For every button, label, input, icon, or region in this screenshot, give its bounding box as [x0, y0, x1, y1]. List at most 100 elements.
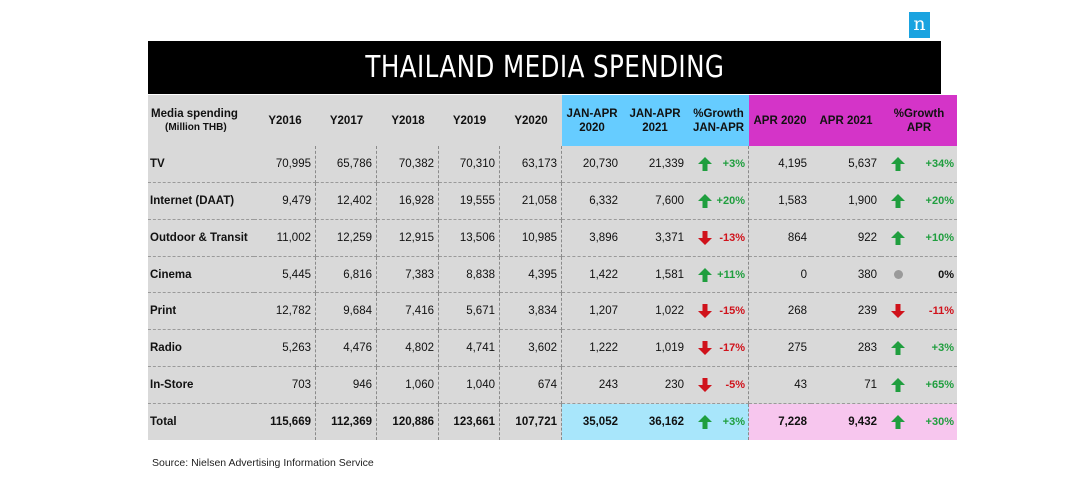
arrow-up-icon — [891, 194, 905, 208]
cell-growth-apr: +30% — [881, 404, 957, 440]
growth-value: 0% — [938, 268, 954, 281]
cell-y2020: 674 — [500, 367, 562, 404]
row-label: Cinema — [148, 257, 254, 293]
cell-jan-apr-2021: 1,581 — [622, 257, 688, 293]
growth-value: -17% — [719, 342, 745, 354]
cell-jan-apr-2021: 3,371 — [622, 220, 688, 257]
cell-jan-apr-2020: 1,422 — [562, 257, 622, 293]
cell-jan-apr-2020: 3,896 — [562, 220, 622, 257]
cell-y2018: 70,382 — [377, 146, 439, 183]
growth-value: +3% — [931, 342, 954, 354]
cell-y2018: 16,928 — [377, 183, 439, 220]
cell-growth-apr: +65% — [881, 367, 957, 404]
cell-apr-2021: 239 — [811, 293, 881, 330]
cell-jan-apr-2021: 1,019 — [622, 330, 688, 367]
growth-value: +3% — [722, 158, 745, 170]
cell-growth-jan-apr: +20% — [688, 183, 749, 220]
arrow-up-icon — [698, 267, 712, 282]
cell-y2017: 6,816 — [316, 257, 377, 293]
cell-apr-2020: 275 — [749, 330, 811, 367]
cell-y2019: 13,506 — [439, 220, 500, 257]
cell-y2017: 12,259 — [316, 220, 377, 257]
cell-y2016: 11,002 — [254, 220, 316, 257]
header-y2017: Y2017 — [316, 95, 377, 146]
cell-y2017: 65,786 — [316, 146, 377, 183]
cell-growth-apr: +34% — [881, 146, 957, 183]
chart-title: THAILAND MEDIA SPENDING — [148, 41, 941, 94]
row-label: Radio — [148, 330, 254, 367]
header-growth-jan-apr: %Growth JAN-APR — [688, 95, 749, 146]
cell-growth-jan-apr: +11% — [688, 257, 749, 293]
cell-growth-apr: +10% — [881, 220, 957, 257]
cell-jan-apr-2020: 1,222 — [562, 330, 622, 367]
cell-y2016: 703 — [254, 367, 316, 404]
cell-growth-apr: 0% — [881, 257, 957, 293]
growth-value: -15% — [719, 305, 745, 317]
cell-growth-jan-apr: +3% — [688, 404, 749, 440]
row-label: Outdoor & Transit — [148, 220, 254, 257]
cell-jan-apr-2021: 36,162 — [622, 404, 688, 440]
header-jan-apr-2020: JAN-APR 2020 — [562, 95, 622, 146]
cell-y2018: 4,802 — [377, 330, 439, 367]
growth-value: -11% — [928, 305, 954, 317]
row-label: TV — [148, 146, 254, 183]
arrow-up-icon — [891, 157, 905, 171]
growth-value: -13% — [719, 232, 745, 244]
cell-apr-2021: 283 — [811, 330, 881, 367]
total-label: Total — [148, 404, 254, 440]
nielsen-logo: n — [909, 12, 930, 38]
row-label: Internet (DAAT) — [148, 183, 254, 220]
cell-apr-2020: 4,195 — [749, 146, 811, 183]
arrow-up-icon — [698, 194, 712, 208]
arrow-up-icon — [698, 415, 712, 429]
cell-y2020: 63,173 — [500, 146, 562, 183]
cell-growth-apr: -11% — [881, 293, 957, 330]
growth-value: +10% — [925, 232, 954, 244]
cell-apr-2021: 1,900 — [811, 183, 881, 220]
arrow-down-icon — [891, 304, 905, 318]
growth-value: +34% — [925, 158, 954, 170]
arrow-up-icon — [891, 378, 905, 392]
cell-growth-jan-apr: +3% — [688, 146, 749, 183]
cell-y2018: 7,383 — [377, 257, 439, 293]
header-y2016: Y2016 — [254, 95, 316, 146]
cell-apr-2021: 5,637 — [811, 146, 881, 183]
cell-apr-2020: 0 — [749, 257, 811, 293]
cell-jan-apr-2020: 1,207 — [562, 293, 622, 330]
arrow-down-icon — [698, 304, 712, 318]
growth-value: +30% — [925, 416, 954, 428]
cell-y2020: 4,395 — [500, 257, 562, 293]
cell-jan-apr-2021: 1,022 — [622, 293, 688, 330]
growth-value: -5% — [725, 379, 745, 391]
cell-growth-jan-apr: -5% — [688, 367, 749, 404]
cell-y2017: 9,684 — [316, 293, 377, 330]
cell-y2017: 12,402 — [316, 183, 377, 220]
header-y2019: Y2019 — [439, 95, 500, 146]
header-growth-apr: %Growth APR — [881, 95, 957, 146]
cell-jan-apr-2020: 6,332 — [562, 183, 622, 220]
arrow-down-icon — [698, 341, 712, 355]
cell-y2019: 19,555 — [439, 183, 500, 220]
cell-y2018: 120,886 — [377, 404, 439, 440]
cell-y2020: 10,985 — [500, 220, 562, 257]
cell-jan-apr-2020: 243 — [562, 367, 622, 404]
growth-value: +3% — [722, 416, 745, 428]
cell-growth-jan-apr: -17% — [688, 330, 749, 367]
cell-apr-2021: 380 — [811, 257, 881, 293]
neutral-dot-icon — [894, 270, 903, 279]
cell-y2017: 4,476 — [316, 330, 377, 367]
growth-value: +11% — [717, 268, 745, 281]
cell-jan-apr-2020: 35,052 — [562, 404, 622, 440]
arrow-up-icon — [891, 231, 905, 245]
cell-y2020: 21,058 — [500, 183, 562, 220]
cell-apr-2021: 9,432 — [811, 404, 881, 440]
cell-apr-2020: 268 — [749, 293, 811, 330]
cell-y2019: 8,838 — [439, 257, 500, 293]
header-jan-apr-2021: JAN-APR 2021 — [622, 95, 688, 146]
cell-jan-apr-2021: 230 — [622, 367, 688, 404]
arrow-up-icon — [891, 415, 905, 429]
cell-y2019: 5,671 — [439, 293, 500, 330]
cell-jan-apr-2021: 21,339 — [622, 146, 688, 183]
cell-jan-apr-2021: 7,600 — [622, 183, 688, 220]
cell-y2017: 946 — [316, 367, 377, 404]
